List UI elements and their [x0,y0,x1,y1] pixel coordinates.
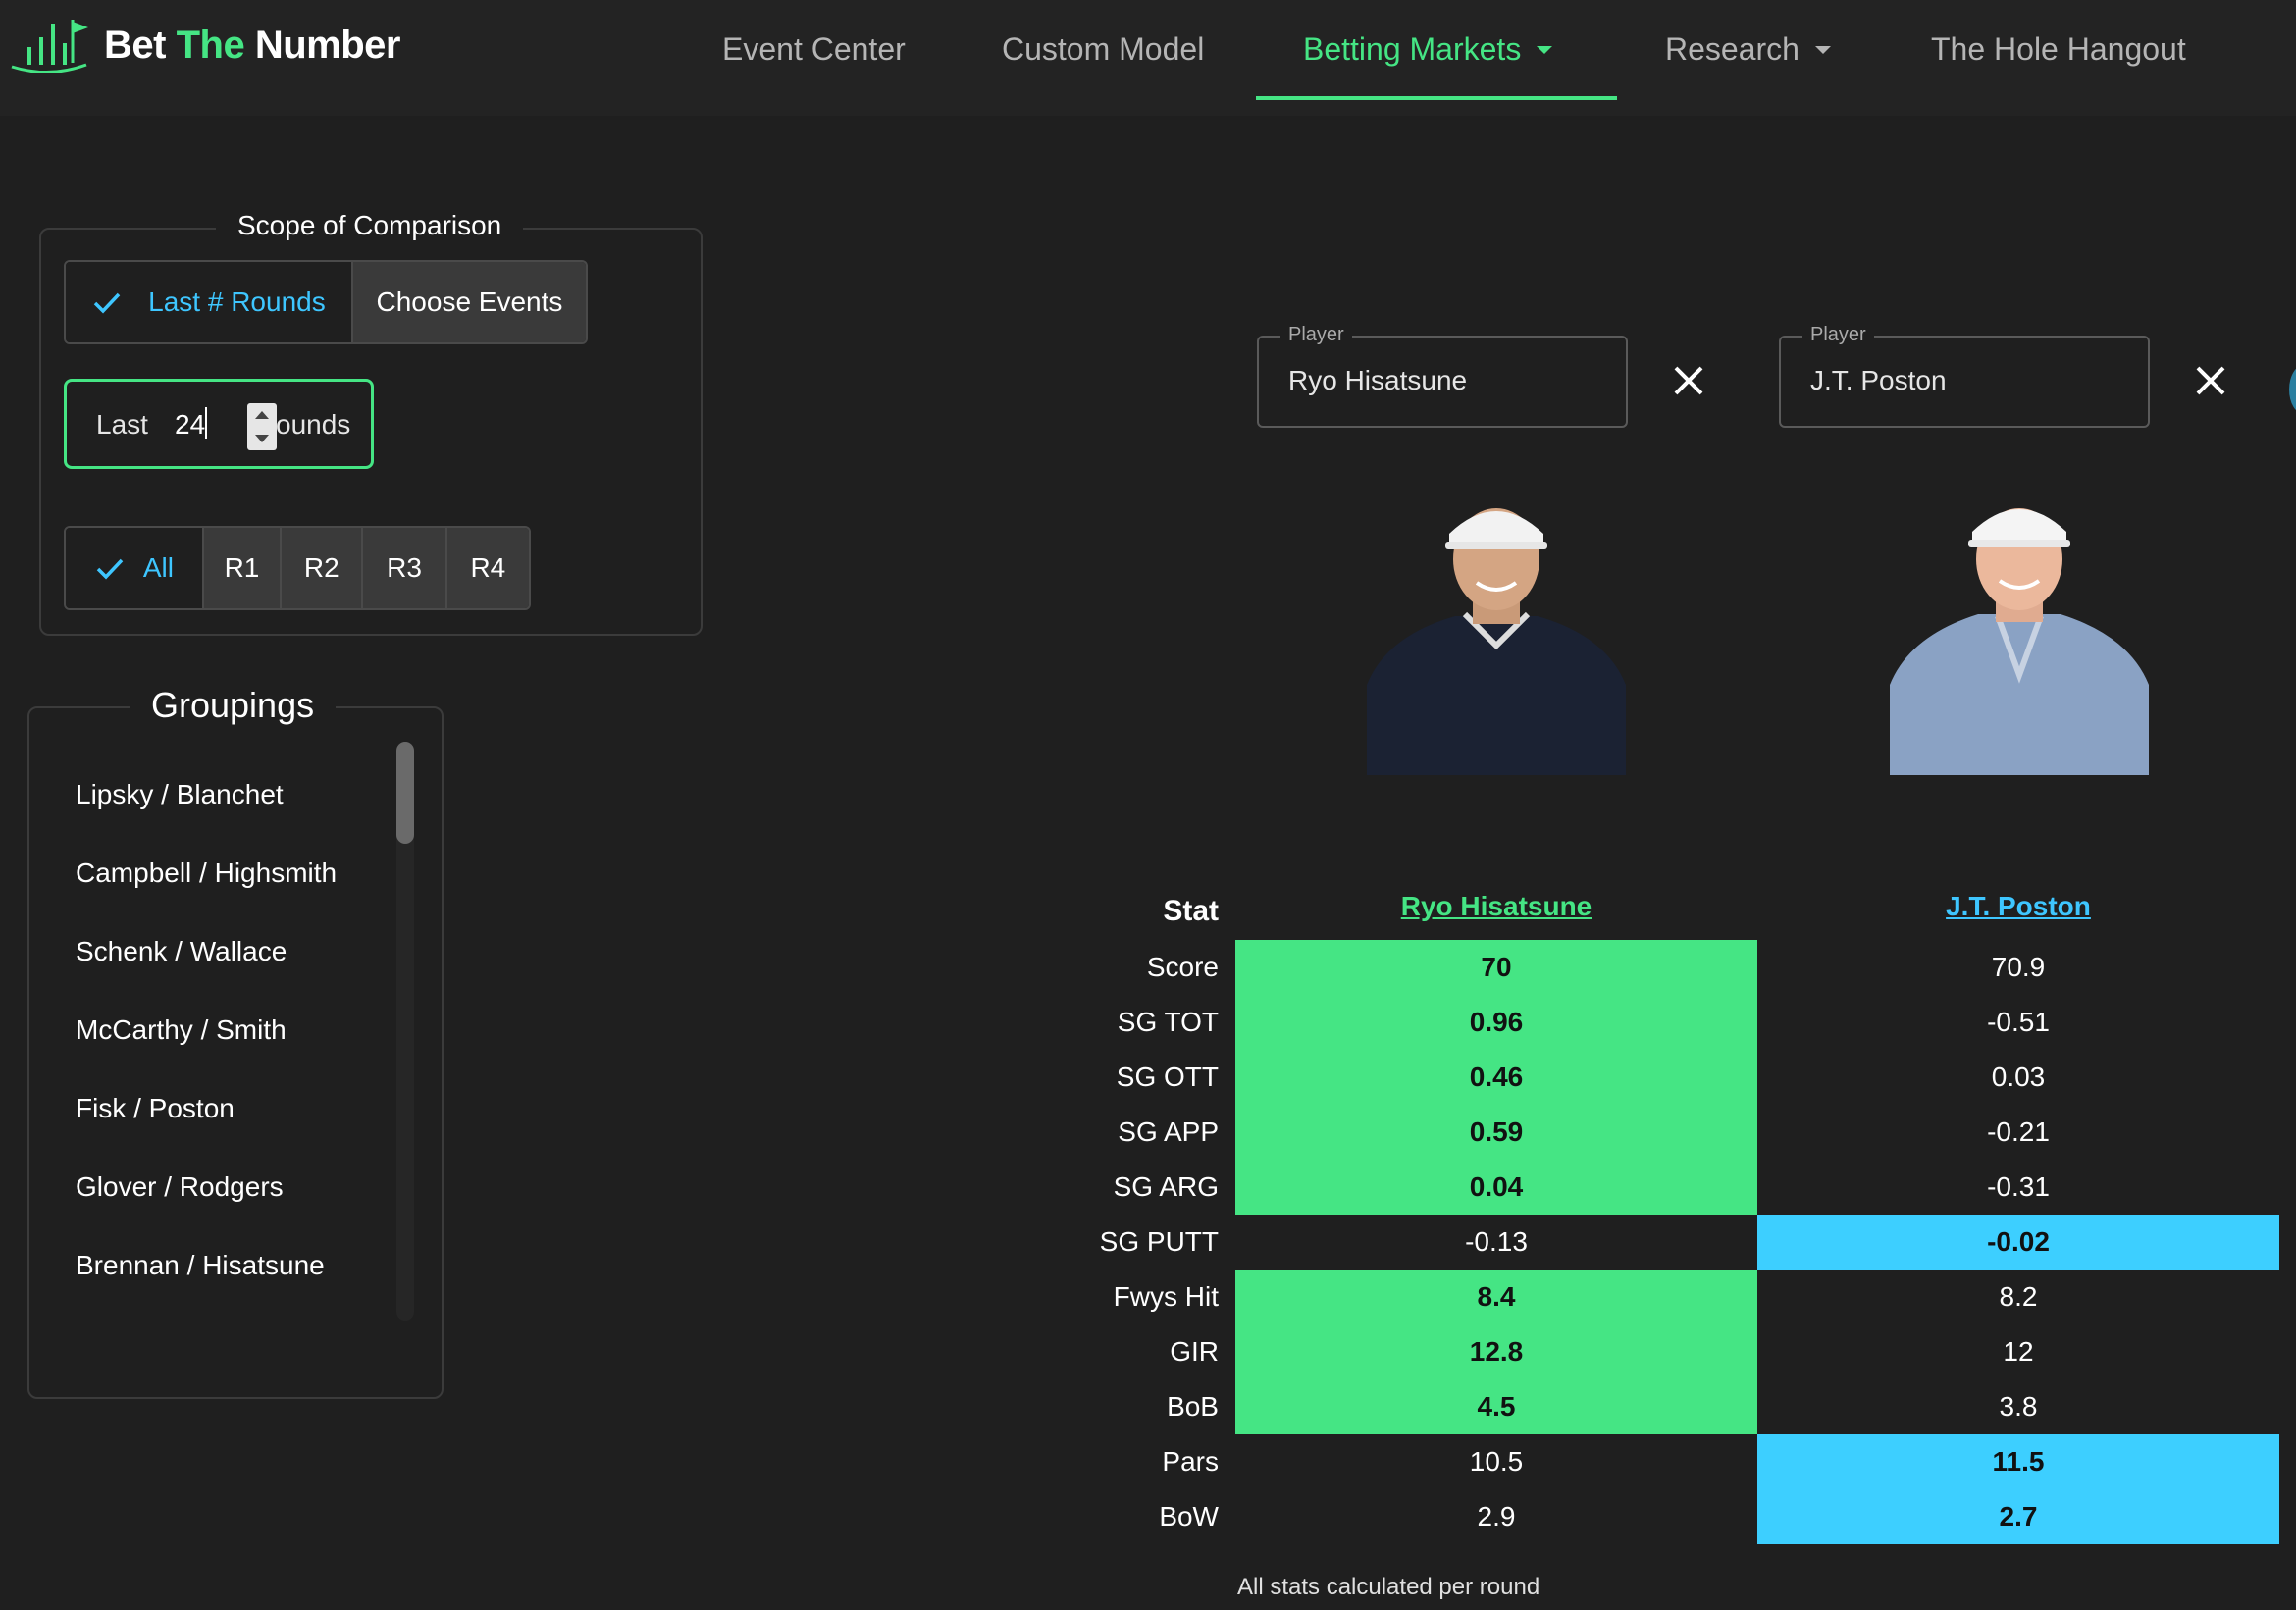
player1-column-header-link[interactable]: Ryo Hisatsune [1400,891,1592,921]
round-r1-button[interactable]: R1 [201,528,281,608]
brand-logo[interactable]: Bet The Number [10,18,400,73]
player1-stat-cell: 70 [1235,940,1757,995]
scope-mode-toggle: Last # Rounds Choose Events [64,260,588,344]
player2-stat-cell: -0.02 [1757,1215,2279,1270]
grouping-item[interactable]: Lipsky / Blanchet [76,779,284,809]
check-icon [96,558,124,580]
rounds-value[interactable]: 24 [175,409,206,440]
grouping-item[interactable]: McCarthy / Smith [76,1014,287,1045]
grouping-item[interactable]: Glover / Rodgers [76,1171,284,1202]
player2-stat-cell: 70.9 [1991,952,2046,982]
stat-label: Pars [1162,1446,1219,1477]
player2-stat-cell: 11.5 [1757,1434,2279,1489]
player1-stat-cell: 0.04 [1235,1160,1757,1215]
round-all-button[interactable]: All [66,528,202,608]
player1-photo [1367,508,1626,775]
round-filter-toggle: All R1 R2 R3 R4 [64,526,531,610]
stat-label: Fwys Hit [1113,1281,1219,1312]
player1-stat-cell: 8.4 [1235,1270,1757,1324]
player1-stat-cell: 0.59 [1235,1105,1757,1160]
stat-label: SG TOT [1117,1007,1219,1037]
grouping-item[interactable]: Campbell / Highsmith [76,857,338,888]
text-cursor [205,407,207,439]
player2-stat-cell: -0.31 [1987,1171,2050,1202]
stat-label: Score [1146,952,1219,982]
grouping-item[interactable]: Fisk / Poston [76,1093,235,1123]
mode-last-rounds-button[interactable]: Last # Rounds [66,262,351,342]
partial-button-edge[interactable] [2289,365,2296,414]
player2-stat-cell: 0.03 [1991,1062,2046,1092]
nav-betting-markets[interactable]: Betting Markets [1303,31,1553,68]
stat-column-header: Stat [1163,895,1219,927]
player1-stat-cell: 4.5 [1235,1379,1757,1434]
player2-field-label: Player [1802,324,1874,346]
caret-down-icon [1814,45,1831,54]
nav-hole-hangout[interactable]: The Hole Hangout [1931,31,2186,67]
caret-down-icon [1537,45,1553,54]
stat-label: BoW [1159,1501,1219,1532]
clear-player2-close-icon[interactable] [2193,363,2228,398]
stat-label: SG APP [1118,1117,1219,1147]
stat-label: GIR [1170,1336,1219,1367]
rounds-prefix: Last [96,409,148,440]
bar-chart-flag-icon [11,20,88,73]
player2-stat-cell: -0.21 [1987,1117,2050,1147]
brand-name: Bet The Number [104,23,400,67]
round-r2-button[interactable]: R2 [280,528,362,608]
player1-stat-cell: 2.9 [1477,1501,1516,1532]
player2-value: J.T. Poston [1810,365,1947,395]
groupings-scrollbar-thumb[interactable] [396,742,414,844]
player1-stat-cell: 0.46 [1235,1050,1757,1105]
stat-label: BoB [1167,1391,1219,1422]
top-nav-bar: Bet The Number Event Center Custom Model… [0,0,2296,116]
nav-custom-model[interactable]: Custom Model [1002,31,1205,67]
player1-stat-cell: 12.8 [1235,1324,1757,1379]
player2-stat-cell: -0.51 [1987,1007,2050,1037]
rounds-suffix: ounds [276,409,351,440]
player1-value: Ryo Hisatsune [1288,365,1468,395]
player1-field-label: Player [1280,324,1352,346]
mode-choose-events-button[interactable]: Choose Events [350,262,586,342]
player1-stat-cell: 0.96 [1235,995,1757,1050]
player2-select[interactable]: Player J.T. Poston [1779,324,2150,428]
active-tab-indicator [1256,96,1617,100]
table-footnote: All stats calculated per round [1237,1574,1540,1600]
number-stepper[interactable] [247,403,277,450]
stat-label: SG ARG [1113,1171,1219,1202]
round-r4-button[interactable]: R4 [444,528,529,608]
player2-stat-cell: 3.8 [1999,1391,2038,1422]
stat-label: SG PUTT [1099,1226,1219,1257]
grouping-item[interactable]: Schenk / Wallace [76,936,287,966]
player1-stat-cell: 10.5 [1469,1446,1524,1477]
player2-column-header-link[interactable]: J.T. Poston [1946,891,2091,921]
nav-event-center[interactable]: Event Center [722,31,906,67]
groupings-title: Groupings [130,685,337,726]
nav-research[interactable]: Research [1665,31,1831,68]
grouping-item[interactable]: Brennan / Hisatsune [76,1250,325,1280]
clear-player1-close-icon[interactable] [1671,363,1706,398]
player1-select[interactable]: Player Ryo Hisatsune [1257,324,1628,428]
stat-label: SG OTT [1116,1062,1219,1092]
last-rounds-input[interactable]: Last 24 ounds [64,379,374,469]
player2-stat-cell: 8.2 [1999,1281,2038,1312]
round-r3-button[interactable]: R3 [361,528,445,608]
scope-title: Scope of Comparison [216,210,524,241]
player1-stat-cell: -0.13 [1465,1226,1528,1257]
groupings-scrollbar-track[interactable] [396,742,414,1321]
player2-photo [1890,508,2149,775]
check-icon [93,292,121,314]
player2-stat-cell: 2.7 [1757,1489,2279,1544]
player2-stat-cell: 12 [2003,1336,2034,1367]
